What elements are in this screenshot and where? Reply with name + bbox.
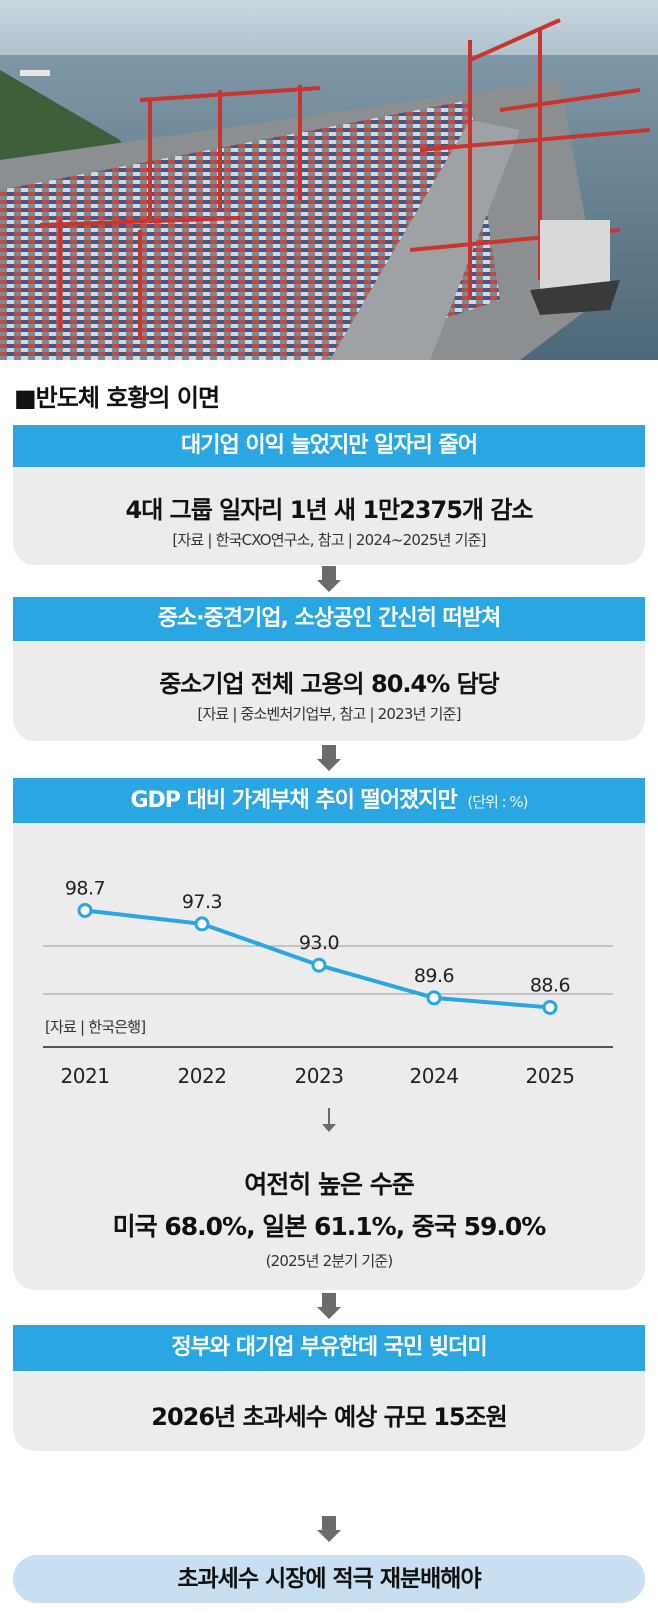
section3-title-bar: GDP 대비 가계부채 추이 떨어졌지만 (단위 : %) [13, 778, 645, 823]
section4-title: 정부와 대기업 부유한데 국민 빚더미 [13, 1325, 645, 1371]
x-tick-label: 2023 [295, 1064, 344, 1088]
data-label: 93.0 [299, 932, 339, 954]
section4-headline: 2026년 초과세수 예상 규모 15조원 [151, 1403, 508, 1431]
data-label: 97.3 [182, 891, 222, 913]
chart-svg: [자료 | 한국은행] 98.7 2021 97.3 2022 93.0 2023 89.6 2… [43, 877, 613, 1088]
data-point [426, 990, 442, 1006]
section2-title: 중소·중견기업, 소상공인 간신히 떠받쳐 [13, 597, 645, 641]
chart-unit: (단위 : %) [467, 793, 528, 811]
section2-headline: 중소기업 전체 고용의 80.4% 담당 [159, 670, 500, 698]
x-tick-label: 2022 [178, 1064, 227, 1088]
note-title: 여전히 높은 수준 [244, 1170, 414, 1199]
x-tick-label: 2021 [61, 1064, 110, 1088]
section1-source: [자료 | 한국CXO연구소, 참고 | 2024~2025년 기준] [172, 531, 486, 549]
data-label: 98.7 [65, 877, 105, 899]
section3-title: GDP 대비 가계부채 추이 떨어졌지만 [130, 788, 457, 813]
x-tick-label: 2025 [526, 1064, 575, 1088]
x-tick-label: 2024 [410, 1064, 459, 1088]
data-point [194, 916, 210, 932]
port-photo [0, 0, 658, 360]
data-point [311, 957, 327, 973]
section1-title: 대기업 이익 늘었지만 일자리 줄어 [13, 425, 645, 467]
line-chart: [자료 | 한국은행] 98.7 2021 97.3 2022 93.0 2023 89.6 2… [13, 850, 645, 1090]
section1-headline: 4대 그룹 일자리 1년 새 1만2375개 감소 [125, 496, 534, 524]
final-conclusion: 초과세수 시장에 적극 재분배해야 [13, 1555, 645, 1603]
section2-source: [자료 | 중소벤처기업부, 참고 | 2023년 기준] [197, 705, 461, 723]
infographic-heading: ■반도체 호황의 이면 [14, 384, 220, 412]
data-label: 89.6 [414, 965, 454, 987]
chart-source: [자료 | 한국은행] [45, 1018, 145, 1036]
data-point [542, 999, 558, 1015]
section3-panel [13, 778, 645, 1290]
data-label: 88.6 [530, 974, 570, 996]
note-line: 미국 68.0%, 일본 61.1%, 중국 59.0% [112, 1212, 547, 1241]
note-source: (2025년 2분기 기준) [265, 1252, 394, 1270]
data-point [77, 902, 93, 918]
